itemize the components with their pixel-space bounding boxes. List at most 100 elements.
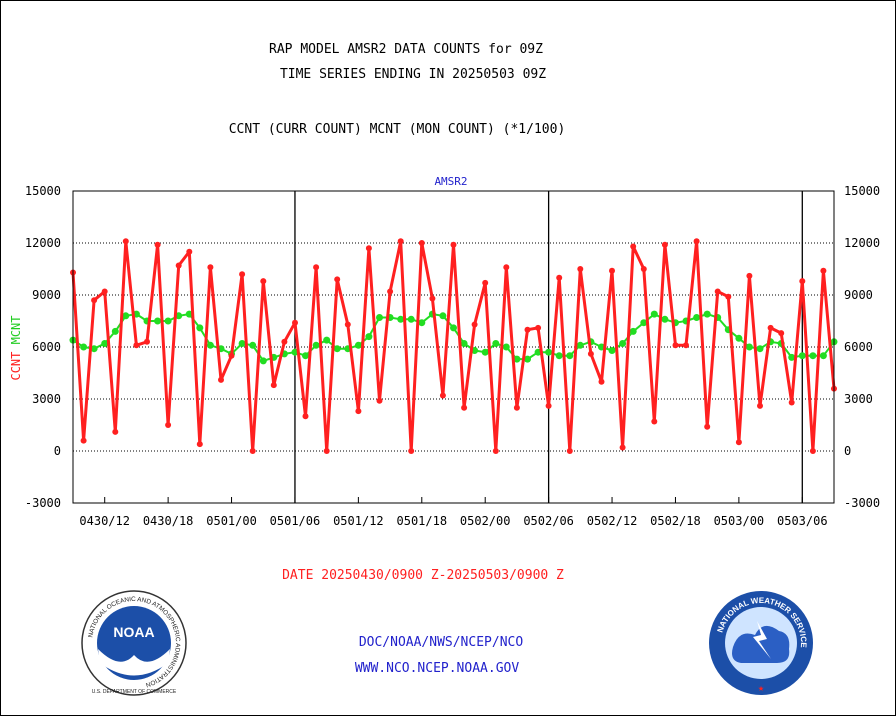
- ytick-label-left: -3000: [25, 496, 61, 510]
- ccnt-point: [577, 266, 584, 272]
- mcnt-point: [502, 343, 510, 351]
- ccnt-point: [281, 338, 288, 345]
- ylabel-ccnt: CCNT: [9, 352, 23, 381]
- header-line-3: CCNT (CURR COUNT) MCNT (MON COUNT) (*1/1…: [229, 122, 566, 137]
- mcnt-point: [164, 317, 172, 325]
- ccnt-point: [218, 376, 224, 383]
- ccnt-point: [313, 264, 320, 271]
- org-path: DOC/NOAA/NWS/NCEP/NCO: [359, 635, 524, 650]
- ccnt-point: [556, 274, 563, 281]
- xtick-label: 0501/18: [397, 514, 448, 528]
- ytick-label-right: 12000: [844, 236, 880, 250]
- mcnt-point: [354, 341, 362, 349]
- ccnt-point: [661, 241, 668, 248]
- xtick-label: 0501/06: [270, 514, 321, 528]
- xtick-label: 0501/12: [333, 514, 384, 528]
- mcnt-point: [185, 310, 193, 318]
- ccnt-point: [746, 272, 753, 279]
- mcnt-point: [101, 340, 109, 347]
- ccnt-point: [704, 423, 711, 430]
- ccnt-point: [344, 321, 351, 328]
- ccnt-point: [640, 266, 647, 272]
- mcnt-point: [650, 310, 658, 318]
- xtick-label: 0430/18: [143, 514, 194, 528]
- mcnt-point: [206, 341, 214, 349]
- mcnt-point: [196, 324, 204, 332]
- ccnt-point: [355, 408, 362, 415]
- ccnt-point: [545, 402, 552, 409]
- grid-layer: [73, 242, 834, 452]
- ytick-label-right: 3000: [844, 392, 873, 406]
- mcnt-point: [333, 345, 341, 353]
- mcnt-point: [312, 341, 320, 349]
- ytick-label-left: 15000: [25, 184, 61, 198]
- ccnt-point: [165, 422, 172, 428]
- mcnt-point: [418, 319, 426, 327]
- ccnt-point: [133, 342, 140, 349]
- ccnt-point: [334, 276, 341, 283]
- ccnt-point: [492, 448, 499, 454]
- ytick-label-left: 12000: [25, 236, 61, 250]
- ccnt-point: [725, 293, 732, 300]
- mcnt-point: [703, 310, 711, 318]
- ccnt-point: [207, 264, 214, 271]
- ccnt-point: [112, 428, 119, 435]
- ccnt-point: [799, 278, 806, 285]
- mcnt-point: [122, 312, 130, 320]
- ccnt-point: [154, 241, 161, 248]
- ccnt-point: [323, 448, 330, 454]
- ytick-label-left: 9000: [32, 288, 61, 302]
- mcnt-point: [513, 355, 521, 363]
- chart-title: AMSR2: [434, 175, 467, 188]
- ccnt-point: [461, 404, 468, 411]
- ccnt-point: [175, 262, 182, 269]
- mcnt-point: [608, 347, 616, 354]
- xtick-layer: 0430/12 0430/18 0501/00 0501/06 0501/12 0501/…: [79, 497, 828, 528]
- ccnt-point: [228, 352, 235, 359]
- ccnt-point: [566, 448, 573, 454]
- ccnt-series-line: [71, 239, 836, 453]
- mcnt-point: [460, 340, 468, 347]
- ccnt-point: [439, 392, 446, 399]
- ytick-label-right: 6000: [844, 340, 873, 354]
- ccnt-point: [630, 243, 637, 250]
- mcnt-point: [524, 355, 531, 363]
- mcnt-point: [661, 315, 669, 323]
- ytick-label-right: 15000: [844, 184, 880, 198]
- mcnt-point: [619, 340, 627, 347]
- ccnt-point: [302, 413, 309, 420]
- mcnt-point: [788, 353, 796, 361]
- mcnt-point: [376, 314, 383, 321]
- ccnt-point: [609, 267, 615, 274]
- ccnt-point: [482, 279, 489, 286]
- ccnt-point: [80, 437, 87, 444]
- ccnt-point: [471, 321, 478, 328]
- ccnt-point: [122, 238, 129, 245]
- website: WWW.NCO.NCEP.NOAA.GOV: [355, 661, 520, 676]
- ccnt-point: [91, 297, 98, 304]
- mcnt-point: [809, 352, 817, 360]
- mcnt-point: [492, 340, 500, 347]
- ccnt-point: [376, 397, 383, 404]
- header-line-1: RAP MODEL AMSR2 DATA COUNTS for 09Z: [269, 42, 543, 57]
- mcnt-point: [798, 352, 806, 360]
- mcnt-point: [576, 341, 584, 349]
- ccnt-point: [693, 238, 700, 245]
- mcnt-point: [735, 334, 743, 342]
- day-boundary-layer: [294, 191, 803, 503]
- plot-border: [72, 190, 835, 504]
- ytick-label-right: 9000: [844, 288, 873, 302]
- ccnt-point: [292, 319, 298, 326]
- xtick-label: 0430/12: [79, 514, 130, 528]
- mcnt-point: [640, 319, 648, 327]
- ccnt-point: [524, 326, 531, 333]
- svg-text:CCNT MCNT: CCNT MCNT: [9, 315, 23, 380]
- mcnt-point: [302, 352, 309, 360]
- mcnt-point: [238, 340, 246, 347]
- ccnt-point: [249, 448, 256, 454]
- ccnt-point: [429, 295, 436, 302]
- ccnt-point: [683, 342, 689, 349]
- xtick-label: 0502/18: [650, 514, 701, 528]
